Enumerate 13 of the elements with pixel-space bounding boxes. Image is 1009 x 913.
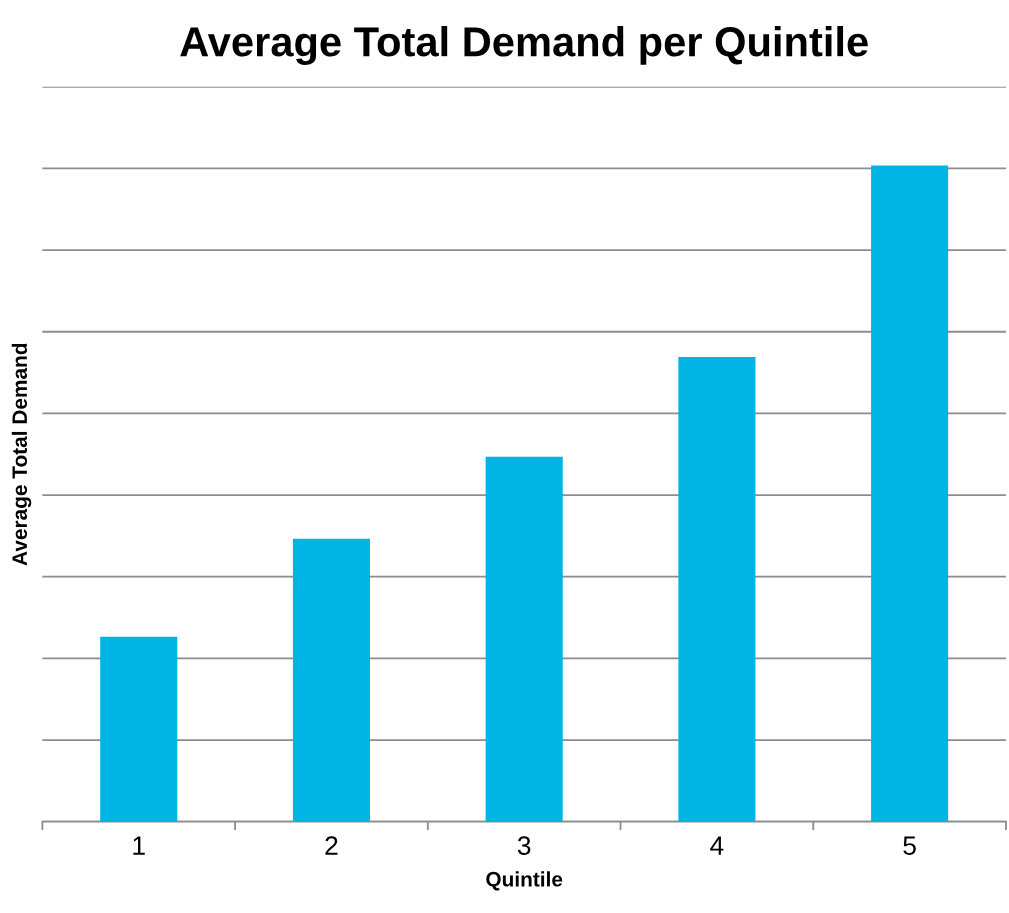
bar xyxy=(292,538,370,822)
x-tick-label: 5 xyxy=(903,836,916,855)
y-axis-title: Average Total Demand xyxy=(11,343,32,566)
x-tick-label: 2 xyxy=(325,836,338,855)
bar xyxy=(100,636,178,822)
chart-title: Average Total Demand per Quintile xyxy=(180,25,868,66)
x-tick-label: 1 xyxy=(133,836,145,855)
x-axis-title: Quintile xyxy=(486,871,563,891)
bar xyxy=(485,456,563,822)
x-tick-label: 4 xyxy=(710,836,724,855)
bar xyxy=(871,165,949,822)
x-tick-label: 3 xyxy=(517,836,531,855)
bar xyxy=(678,357,756,822)
